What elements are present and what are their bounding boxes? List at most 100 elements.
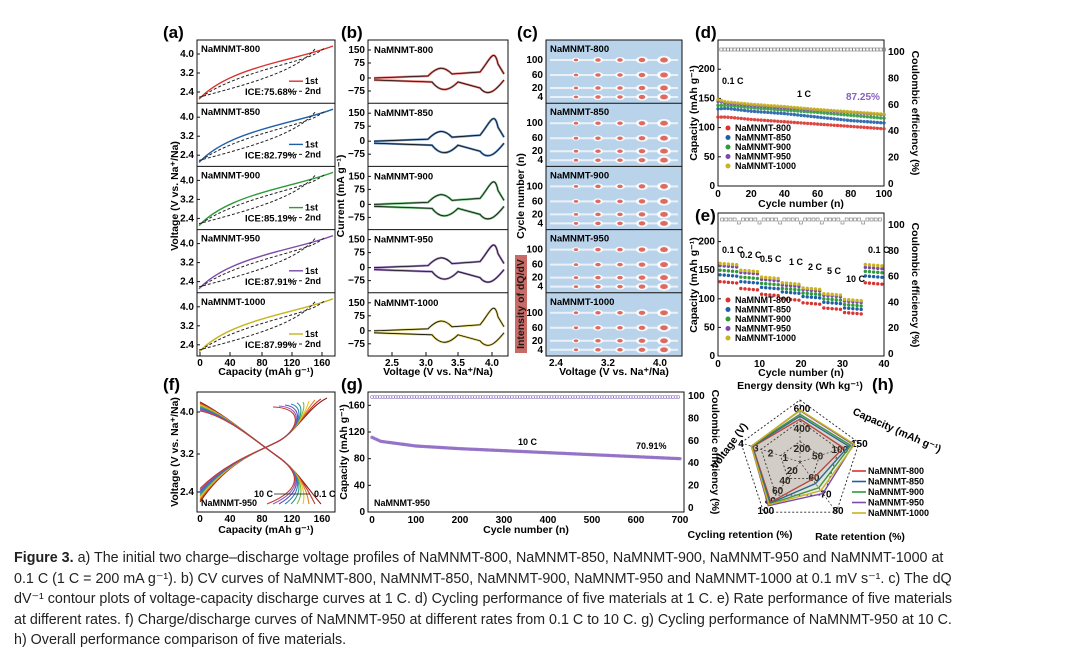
panel-d-annot-01c: 0.1 C	[722, 76, 744, 86]
panel-c-blob-core	[573, 136, 579, 140]
panel-d-ce-point	[792, 47, 797, 52]
panel-c-ytick: 60	[532, 323, 544, 334]
panel-d-data-point	[769, 110, 773, 115]
panel-e-data-point	[867, 263, 872, 267]
panel-g-ce-point	[494, 395, 498, 399]
panel-g-ce-point	[502, 395, 506, 399]
panel-c-ytick: 20	[532, 336, 544, 347]
panel-e-data-point	[751, 280, 755, 285]
caption-line-3: dV⁻¹ contour plots of voltage-capacity d…	[14, 591, 953, 607]
panel-c-blob-core	[573, 86, 579, 90]
panel-e-ce-point	[761, 217, 766, 222]
panel-g-ce-point	[655, 395, 659, 399]
panel-d-ytick: 50	[704, 152, 716, 163]
panel-a-ytick: 3.2	[180, 321, 194, 332]
panel-d-ce-point	[848, 47, 853, 52]
panel-h-grid-ring	[740, 399, 860, 513]
panel-e-xtick: 30	[837, 359, 849, 370]
panel-e-data-point	[747, 287, 751, 291]
panel-e-data-point	[772, 286, 776, 291]
panel-g-ce-point	[375, 395, 380, 399]
panel-e-data-point	[876, 275, 880, 279]
panel-g-ce-point	[631, 395, 636, 399]
panel-a-ytick: 2.4	[180, 213, 194, 224]
panel-f-ytick: 3.2	[180, 449, 194, 460]
panel-a-sample-label: NaMNMT-900	[201, 170, 260, 181]
panel-c-ytick: 20	[532, 146, 544, 157]
panel-b-cv-curve-colored	[373, 142, 505, 157]
panel-a-xtick: 120	[284, 358, 301, 369]
panel-e-data-point	[880, 271, 884, 275]
panel-h-capacity-tick: 50	[812, 451, 824, 462]
panel-b-cv-curve-black	[373, 307, 505, 332]
panel-g-ce-point	[470, 395, 475, 399]
panel-d-data-point	[729, 115, 733, 120]
panel-d-data-point	[722, 115, 727, 119]
panel-c-blob-core	[595, 339, 601, 343]
panel-d-xtick: 20	[746, 189, 758, 200]
panel-e-ce-point	[824, 217, 828, 222]
panel-b-ytick: 0	[359, 326, 365, 337]
panel-e-data-point	[726, 269, 731, 273]
panel-e-data-point	[809, 286, 814, 291]
panel-d-ce-point	[772, 47, 777, 52]
panel-c-blob-core	[573, 311, 579, 315]
panel-d-data-point	[739, 108, 743, 112]
panel-d-data-point	[779, 108, 783, 112]
panel-d-data-point	[776, 111, 780, 115]
panel-h-grid-ring	[780, 440, 820, 480]
panel-d-ce-point	[762, 47, 767, 52]
panel-d-annot-retention: 87.25%	[846, 92, 880, 103]
panel-e-data-point	[759, 292, 764, 296]
panel-d-data-point	[799, 109, 803, 113]
panel-c-blob-core	[617, 275, 623, 280]
panel-b-ytick: 150	[348, 235, 365, 246]
panel-c-blob-core	[617, 149, 623, 153]
panel-c-contour-bg	[546, 40, 682, 104]
panel-a-sample-label: NaMNMT-1000	[201, 297, 265, 308]
panel-d-data-point	[776, 104, 780, 108]
panel-g-ce-point	[668, 395, 673, 399]
panel-a-xtick: 160	[314, 358, 331, 369]
panel-g-ce-point	[531, 395, 535, 399]
panel-d-ce-point	[756, 47, 760, 52]
panel-c-blob-core	[638, 247, 646, 252]
panel-d-data-point	[756, 106, 760, 110]
panel-e-ce-point	[803, 217, 807, 222]
panel-h-energy-tick: 200	[794, 444, 811, 455]
panel-e-data-point	[855, 311, 859, 316]
panel-e-data-point	[801, 286, 805, 290]
panel-e-data-point	[730, 262, 735, 267]
panel-g-ce-point	[380, 395, 385, 399]
panel-d-ce-point	[805, 47, 810, 52]
panel-b-ytick: 0	[359, 263, 365, 274]
panel-g-ce-point	[467, 395, 472, 399]
panel-e-rate-label: 0.5 C	[760, 254, 782, 264]
panel-c-contour-bg	[546, 166, 682, 230]
panel-g-ce-point	[436, 395, 440, 399]
panel-e-data-point	[826, 292, 830, 296]
panel-e-data-point	[780, 281, 785, 285]
panel-d-data-point	[782, 120, 787, 124]
panel-c-blob-core	[573, 348, 579, 352]
panel-a-curve-1st	[198, 171, 334, 227]
panel-c-blob-core	[660, 85, 668, 91]
panel-d-y2tick: 100	[888, 47, 905, 58]
panel-e-data-point	[809, 295, 814, 299]
panel-e-ce-point	[815, 217, 820, 222]
panel-e-data-point	[871, 270, 876, 274]
panel-d-data-point	[789, 108, 793, 113]
panel-d-data-point	[746, 117, 750, 121]
panel-g-ytick: 40	[354, 480, 366, 491]
panel-d-data-point	[799, 106, 803, 110]
panel-e-data-point	[851, 303, 855, 307]
panel-g-ce-point	[386, 395, 390, 399]
panel-g-ce-point	[607, 395, 612, 399]
panel-g-ce-point	[393, 395, 398, 399]
panel-e-data-point	[859, 307, 863, 312]
panel-d-data-point	[792, 112, 797, 117]
panel-c-ytick: 4	[537, 155, 543, 166]
panel-g-ce-point	[396, 395, 401, 399]
panel-c-blob-core	[617, 184, 623, 189]
panel-b-cv-curve-black	[373, 244, 505, 268]
